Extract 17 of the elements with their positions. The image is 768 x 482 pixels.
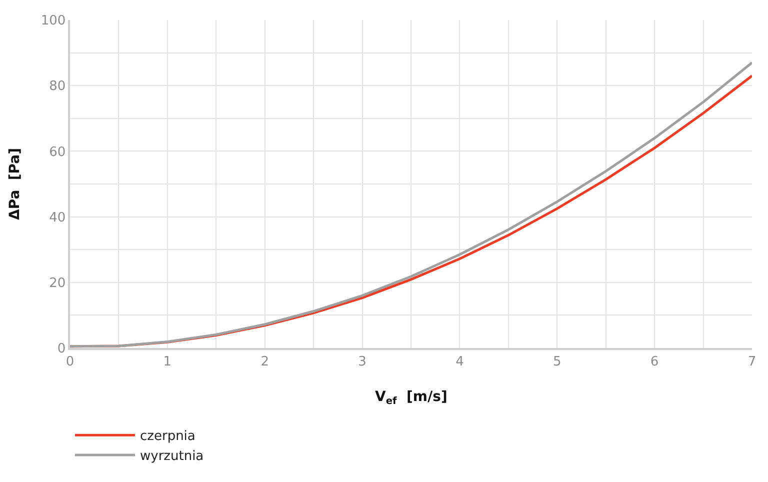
legend-label: wyrzutnia [140,449,204,464]
x-tick-label: 2 [260,354,269,370]
y-tick-label: 100 [40,14,66,29]
x-tick-label: 6 [650,354,659,370]
y-tick-label: 60 [49,144,66,160]
x-axis-title: V$_{ef}$ [m/s] [375,389,448,407]
y-tick-label: 40 [49,210,66,226]
y-tick-label: 80 [49,79,66,94]
legend-label: czerpnia [140,429,196,444]
y-tick-label: 20 [49,276,66,291]
x-tick-label: 3 [358,354,366,370]
y-axis-title: ΔPa [Pa] [6,148,23,220]
x-tick-label: 5 [553,354,562,370]
x-tick-label: 7 [748,354,756,370]
x-tick-label: 1 [163,354,172,370]
y-tick-label: 0 [57,342,66,357]
x-tick-label: 4 [456,354,464,370]
